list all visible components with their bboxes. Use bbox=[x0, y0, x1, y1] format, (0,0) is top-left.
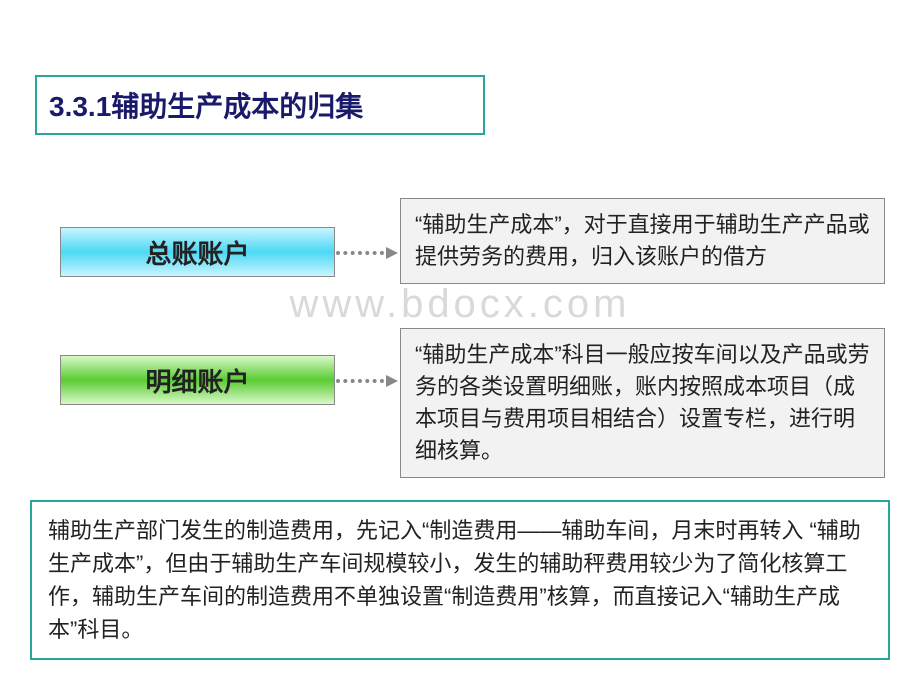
general-account-label: 总账账户 bbox=[145, 234, 249, 271]
arrow-general bbox=[336, 247, 398, 259]
watermark-text: www.bdocx.com bbox=[0, 282, 920, 327]
arrow-line bbox=[336, 379, 384, 383]
footer-note: 辅助生产部门发生的制造费用，先记入“制造费用——辅助车间，月末时再转入 “辅助生… bbox=[30, 500, 890, 660]
general-account-box: 总账账户 bbox=[60, 227, 335, 277]
detail-account-description: “辅助生产成本”科目一般应按车间以及产品或劳务的各类设置明细账，账内按照成本项目… bbox=[400, 328, 885, 478]
section-title: 3.3.1辅助生产成本的归集 bbox=[49, 85, 363, 125]
arrow-head-icon bbox=[386, 247, 398, 259]
arrow-detail bbox=[336, 375, 398, 387]
section-title-box: 3.3.1辅助生产成本的归集 bbox=[35, 75, 485, 135]
detail-account-label: 明细账户 bbox=[145, 362, 249, 399]
general-account-description: “辅助生产成本”，对于直接用于辅助生产产品或提供劳务的费用，归入该账户的借方 bbox=[400, 198, 885, 284]
arrow-head-icon bbox=[386, 375, 398, 387]
detail-account-box: 明细账户 bbox=[60, 355, 335, 405]
arrow-line bbox=[336, 251, 384, 255]
